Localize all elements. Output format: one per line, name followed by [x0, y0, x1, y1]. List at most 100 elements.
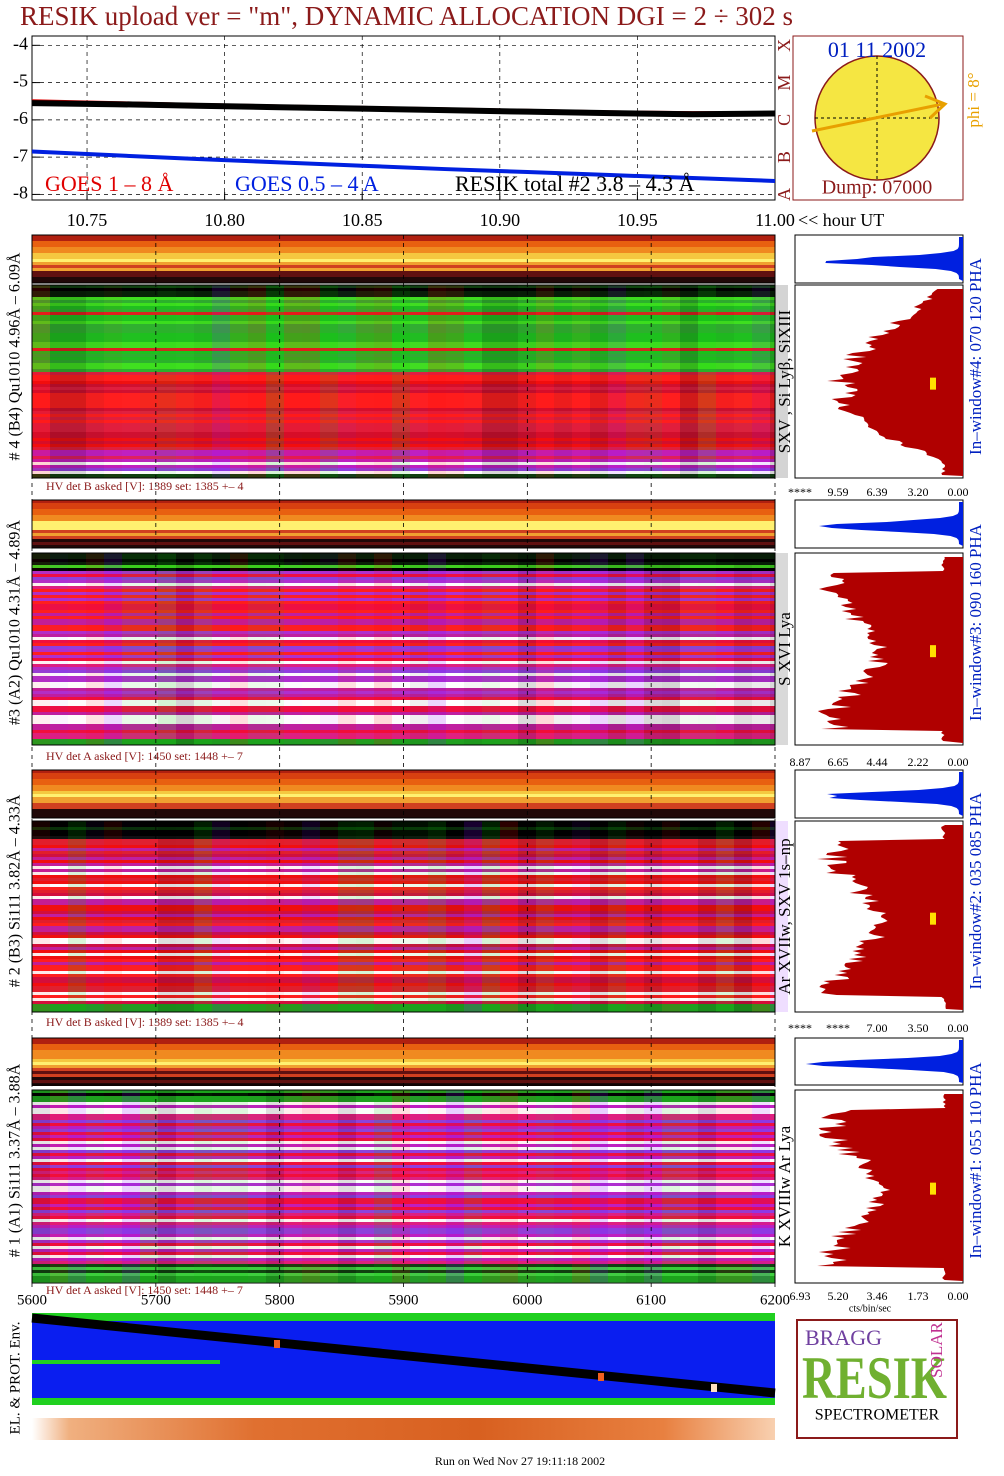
heat-row: [32, 417, 775, 420]
heat-col: [536, 285, 554, 478]
heat-col: [248, 1090, 266, 1283]
hist-tick-label: 0.00: [948, 485, 969, 499]
sun-date: 01 11 2002: [828, 37, 926, 62]
page-title: RESIK upload ver = "m", DYNAMIC ALLOCATI…: [20, 1, 793, 31]
heat-col: [734, 1090, 752, 1283]
strip-row: [32, 542, 775, 545]
pha-label: In–window#1: 055 110 PHA: [966, 1062, 985, 1259]
heat-col: [68, 1090, 86, 1283]
heat-row: [32, 839, 775, 842]
heat-col: [626, 285, 644, 478]
heat-col: [716, 821, 734, 1012]
channel-label: # 1 (A1) Si111 3.37Å – 3.88Å: [6, 1063, 24, 1257]
heat-col: [734, 821, 752, 1012]
heat-col: [374, 821, 392, 1012]
hist-spectrum: [827, 289, 963, 476]
heat-col: [68, 821, 86, 1012]
heat-row: [32, 351, 775, 354]
heat-col: [374, 1090, 392, 1283]
heat-row: [32, 977, 775, 980]
heat-col: [446, 285, 464, 478]
heat-row: [32, 294, 775, 297]
heat-col: [644, 1090, 662, 1283]
hist-tick-label: 0.00: [948, 1289, 969, 1303]
heat-row: [32, 625, 775, 628]
heat-row: [32, 721, 775, 724]
heat-row: [32, 902, 775, 905]
heat-row: [32, 857, 775, 860]
heat-col: [716, 553, 734, 745]
heat-col: [320, 285, 338, 478]
heat-col: [716, 1090, 734, 1283]
x-tick-label: 6000: [512, 1292, 542, 1308]
heat-col: [248, 553, 266, 745]
heat-row: [32, 920, 775, 923]
heat-col: [500, 821, 518, 1012]
strip-row: [32, 1062, 775, 1065]
heat-col: [662, 285, 680, 478]
strip-row: [32, 521, 775, 524]
heat-row: [32, 384, 775, 387]
heat-col: [626, 821, 644, 1012]
class-label: C: [774, 114, 794, 126]
heat-row: [32, 1264, 775, 1267]
heat-col: [86, 553, 104, 745]
hist-tick-label: 7.00: [867, 1021, 888, 1035]
heat-col: [86, 1090, 104, 1283]
heat-col: [644, 553, 662, 745]
heat-col: [752, 553, 770, 745]
heat-row: [32, 553, 775, 556]
heat-row: [32, 1126, 775, 1129]
heat-col: [248, 285, 266, 478]
heat-col: [698, 553, 716, 745]
strip-row: [32, 256, 775, 259]
heat-col: [230, 285, 248, 478]
heat-row: [32, 848, 775, 851]
hist-tick-label: 1.73: [908, 1289, 929, 1303]
heat-row: [32, 1102, 775, 1105]
hist-tick-label: 3.20: [908, 485, 929, 499]
line-label: S XVI Lya: [775, 612, 794, 686]
heat-row: [32, 393, 775, 396]
strip-row: [32, 271, 775, 274]
heat-col: [158, 1090, 176, 1283]
heat-col: [644, 285, 662, 478]
heat-row: [32, 983, 775, 986]
heat-col: [68, 553, 86, 745]
heat-col: [572, 285, 590, 478]
heat-col: [194, 1090, 212, 1283]
heat-col: [644, 821, 662, 1012]
strip-row: [32, 241, 775, 244]
heat-col: [158, 821, 176, 1012]
heat-col: [356, 285, 374, 478]
hv-label: HV det A asked [V]: 1450 set: 1448 +– 7: [46, 749, 243, 763]
heat-row: [32, 649, 775, 652]
heat-col: [482, 1090, 500, 1283]
strip-row: [32, 815, 775, 818]
heat-col: [572, 1090, 590, 1283]
heat-row: [32, 583, 775, 586]
x-tick-label: 10.90: [480, 210, 521, 230]
heat-col: [140, 285, 158, 478]
heat-row: [32, 577, 775, 580]
heat-row: [32, 679, 775, 682]
heat-col: [374, 553, 392, 745]
x-tick-label: 10.95: [617, 210, 658, 230]
heat-col: [140, 1090, 158, 1283]
hist-spectrum: [825, 237, 963, 281]
strip-row: [32, 1071, 775, 1074]
heat-row: [32, 974, 775, 977]
heat-row: [32, 622, 775, 625]
heat-row: [32, 321, 775, 324]
heat-row: [32, 911, 775, 914]
x-tick-label: 10.75: [67, 210, 108, 230]
heat-row: [32, 471, 775, 474]
heat-col: [482, 821, 500, 1012]
footer: Run on Wed Nov 27 19:11:18 2002: [435, 1454, 605, 1468]
hist-marker: [930, 1182, 936, 1195]
y-tick-label: -5: [13, 71, 28, 91]
heat-row: [32, 1222, 775, 1225]
heat-col: [338, 553, 356, 745]
